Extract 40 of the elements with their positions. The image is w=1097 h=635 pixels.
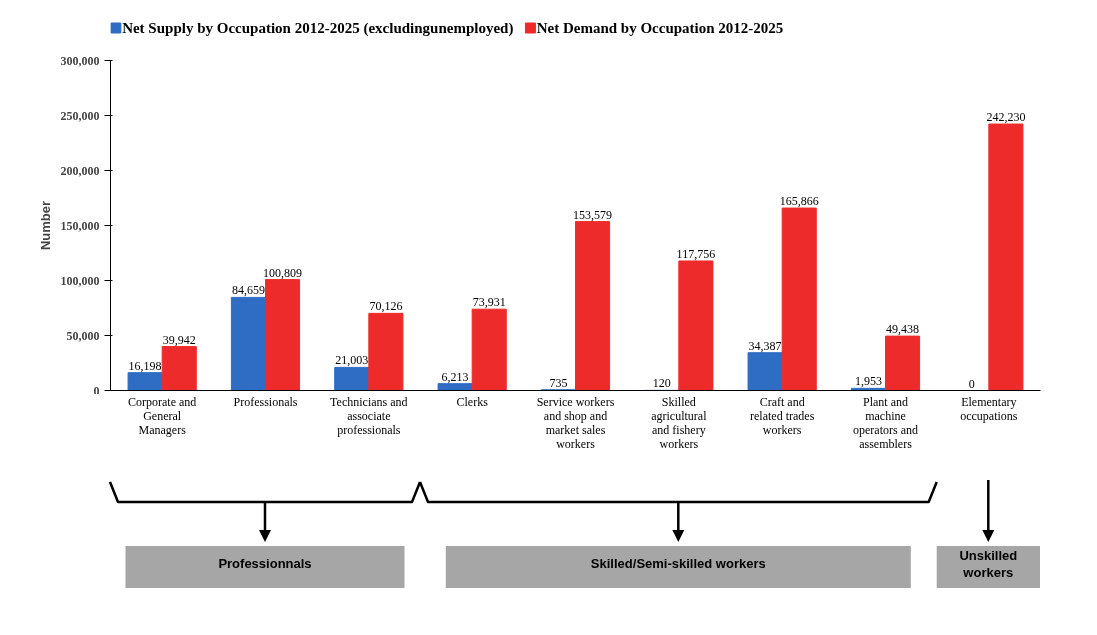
x-tick-label: Professionals — [233, 395, 298, 410]
x-tick-label: Service workers and shop and market sales workers — [536, 395, 615, 452]
x-tick-label: Craft and related trades workers — [750, 395, 815, 438]
data-label: 21,003 — [335, 353, 369, 368]
data-label: 165,866 — [779, 194, 819, 209]
x-tick-label: Elementary occupations — [960, 395, 1018, 424]
y-tick-label: 50,000 — [66, 328, 100, 343]
data-label: 6,213 — [441, 369, 469, 384]
x-tick-label: Plant and machine operators and assemblers — [853, 395, 918, 452]
y-tick-label: 0 — [93, 383, 100, 398]
data-label: 73,931 — [472, 295, 506, 310]
data-label: 16,198 — [128, 358, 162, 373]
data-label: 117,756 — [676, 246, 716, 261]
data-label: 0 — [968, 376, 975, 391]
legend-label: Net Supply by Occupation 2012-2025 (excludingunemployed) — [122, 20, 514, 37]
data-label: 1,953 — [854, 374, 882, 389]
y-tick-label: 200,000 — [60, 163, 100, 178]
y-tick-label: 300,000 — [60, 53, 100, 68]
data-label: 735 — [549, 375, 568, 390]
data-label: 84,659 — [231, 283, 265, 298]
data-label: 70,126 — [369, 299, 403, 314]
x-tick-label: Clerks — [456, 395, 489, 410]
y-tick-label: 250,000 — [60, 108, 100, 123]
data-label: 153,579 — [573, 207, 613, 222]
data-label: 34,387 — [748, 338, 782, 353]
y-axis-title: Number — [37, 200, 53, 251]
data-label: 100,809 — [263, 265, 303, 280]
x-tick-label: Corporate and General Managers — [128, 395, 197, 438]
x-tick-label: Skilled agricultural and fishery workers — [651, 395, 708, 452]
x-tick-label: Technicians and associate professionals — [330, 395, 408, 438]
y-tick-label: 150,000 — [60, 218, 100, 233]
text: Professionnals — [218, 556, 312, 571]
legend-label: Net Demand by Occupation 2012-2025 — [536, 20, 784, 36]
data-label: 120 — [652, 376, 671, 391]
text: Skilled/Semi-skilled workers — [590, 556, 766, 571]
text: Unskilled workers — [959, 548, 1018, 580]
data-label: 39,942 — [162, 332, 196, 347]
data-label: 49,438 — [886, 322, 920, 337]
data-label: 242,230 — [986, 110, 1026, 125]
y-tick-label: 100,000 — [60, 273, 100, 288]
